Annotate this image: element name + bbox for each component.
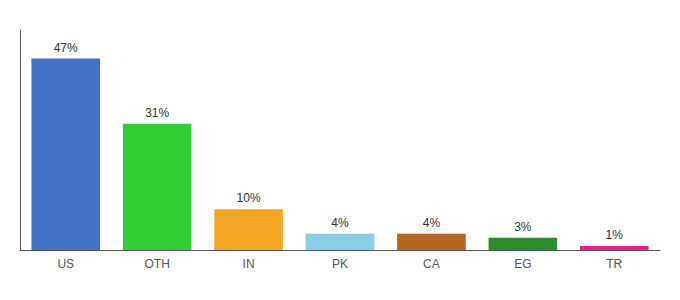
svg-text:10%: 10% <box>237 191 261 205</box>
svg-text:4%: 4% <box>331 216 349 230</box>
svg-text:3%: 3% <box>514 220 532 234</box>
svg-text:PK: PK <box>332 257 348 271</box>
svg-text:1%: 1% <box>606 228 624 242</box>
svg-text:47%: 47% <box>54 41 78 55</box>
svg-text:TR: TR <box>606 257 622 271</box>
svg-text:4%: 4% <box>423 216 441 230</box>
svg-text:EG: EG <box>514 257 531 271</box>
svg-text:OTH: OTH <box>144 257 169 271</box>
svg-text:US: US <box>57 257 74 271</box>
svg-text:IN: IN <box>243 257 255 271</box>
svg-text:31%: 31% <box>145 106 169 120</box>
svg-text:CA: CA <box>423 257 440 271</box>
